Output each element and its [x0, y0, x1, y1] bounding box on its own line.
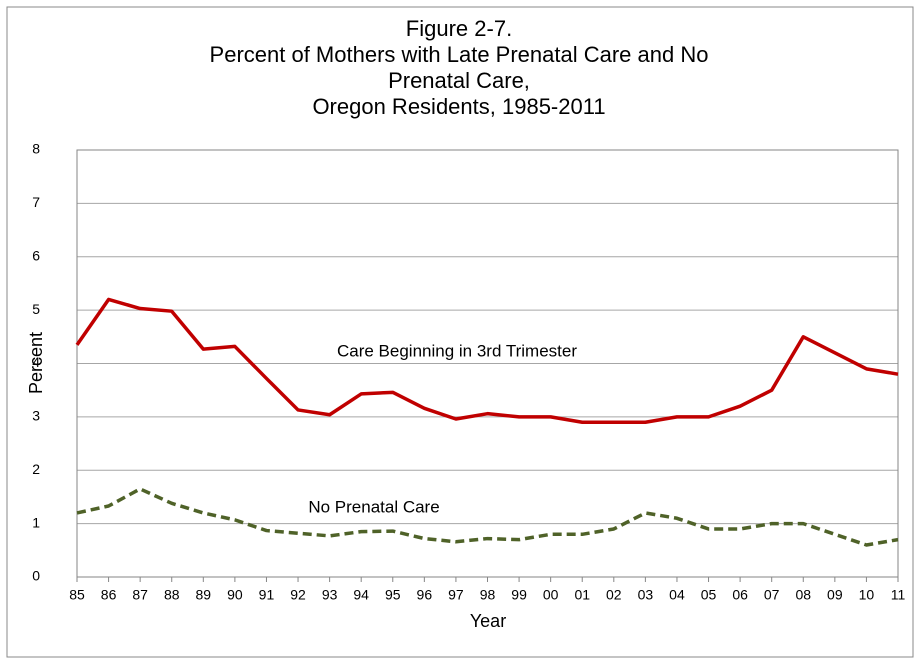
x-tick-label: 04	[669, 587, 685, 603]
y-tick-label: 2	[32, 461, 40, 477]
x-tick-label: 94	[353, 587, 369, 603]
x-tick-label: 99	[511, 587, 527, 603]
y-tick-label: 6	[32, 247, 40, 263]
x-tick-label: 85	[69, 587, 85, 603]
x-tick-label: 00	[543, 587, 559, 603]
x-tick-label: 91	[259, 587, 275, 603]
series-line	[75, 297, 899, 424]
series-line	[76, 487, 899, 547]
y-tick-label: 5	[32, 301, 40, 317]
y-axis-title: Percent	[26, 332, 46, 394]
y-tick-label: 1	[32, 514, 40, 530]
x-tick-label: 88	[164, 587, 180, 603]
x-tick-label: 11	[891, 587, 906, 603]
x-tick-label: 98	[480, 587, 496, 603]
x-tick-label: 95	[385, 587, 401, 603]
x-tick-label: 07	[764, 587, 780, 603]
chart-border	[6, 6, 914, 658]
x-tick-label: 96	[417, 587, 433, 603]
x-tick-label: 05	[701, 587, 717, 603]
y-tick-label: 3	[32, 408, 40, 424]
x-tick-label: 10	[859, 587, 875, 603]
y-tick-label: 8	[32, 141, 40, 157]
x-tick-label: 93	[322, 587, 338, 603]
x-axis-title: Year	[470, 611, 506, 631]
y-tick-label: 4	[32, 354, 40, 370]
x-tick-label: 06	[732, 587, 748, 603]
series-label: No Prenatal Care	[308, 497, 439, 516]
y-tick-label: 7	[32, 194, 40, 210]
chart-title: Figure 2-7.	[406, 16, 512, 41]
x-tick-label: 87	[132, 587, 148, 603]
x-tick-label: 89	[196, 587, 212, 603]
chart-title: Prenatal Care,	[388, 68, 530, 93]
chart-title: Percent of Mothers with Late Prenatal Ca…	[210, 42, 709, 67]
y-tick-label: 0	[32, 568, 40, 584]
x-tick-label: 97	[448, 587, 464, 603]
x-tick-label: 02	[606, 587, 622, 603]
x-tick-label: 86	[101, 587, 117, 603]
x-tick-label: 03	[638, 587, 654, 603]
x-tick-label: 92	[290, 587, 306, 603]
x-tick-label: 90	[227, 587, 243, 603]
chart-title: Oregon Residents, 1985-2011	[312, 94, 605, 119]
series-label: Care Beginning in 3rd Trimester	[337, 341, 577, 360]
x-tick-label: 08	[795, 587, 811, 603]
x-tick-label: 01	[574, 587, 590, 603]
x-tick-label: 09	[827, 587, 843, 603]
